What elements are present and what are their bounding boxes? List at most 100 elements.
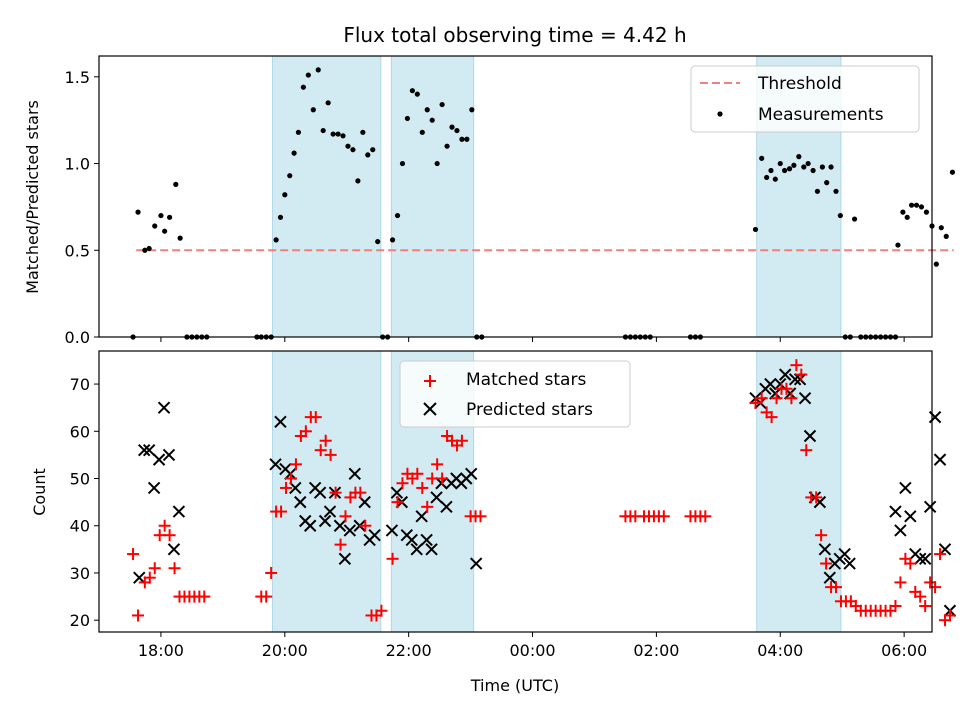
predicted-star-marker xyxy=(465,467,478,480)
measurement-point xyxy=(325,100,331,106)
predicted-star-marker xyxy=(793,373,807,386)
predicted-star-marker xyxy=(294,495,307,509)
measurement-point xyxy=(365,152,371,158)
matched-star-marker xyxy=(820,557,833,570)
measurement-point xyxy=(796,154,802,160)
measurement-point xyxy=(424,107,430,113)
predicted-star-marker xyxy=(798,392,812,405)
y-tick-label: 70 xyxy=(70,375,90,394)
predicted-star-marker xyxy=(764,377,777,391)
predicted-star-marker xyxy=(390,486,404,499)
predicted-star-marker xyxy=(269,458,282,471)
predicted-star-marker xyxy=(788,373,802,386)
measurement-point xyxy=(273,237,279,243)
matched-star-marker xyxy=(132,609,145,622)
matched-star-marker xyxy=(436,472,449,485)
matched-star-marker xyxy=(314,444,327,457)
matched-star-marker xyxy=(391,496,404,509)
predicted-star-marker xyxy=(147,481,161,495)
y-tick-label: 1.0 xyxy=(65,155,90,174)
measurement-point xyxy=(409,88,415,94)
matched-star-marker xyxy=(260,590,273,603)
measurement-point xyxy=(900,209,906,215)
predicted-star-marker xyxy=(469,557,483,570)
measurement-point xyxy=(791,162,797,168)
matched-star-marker xyxy=(830,581,843,594)
measurement-point xyxy=(938,225,944,231)
matched-star-marker xyxy=(329,486,342,499)
matched-star-marker xyxy=(904,557,917,570)
matched-star-marker xyxy=(375,604,388,617)
measurement-point xyxy=(781,167,788,174)
predicted-star-marker xyxy=(133,571,146,584)
measurement-point xyxy=(300,84,306,90)
predicted-star-marker xyxy=(405,533,418,547)
bottom-legend: Matched stars Predicted stars xyxy=(399,360,631,428)
matched-star-marker xyxy=(889,600,902,613)
predicted-star-marker xyxy=(323,505,337,518)
measurement-point xyxy=(375,238,381,245)
measurement-point xyxy=(146,245,152,252)
matched-star-marker xyxy=(339,510,352,523)
y-tick-label: 40 xyxy=(70,517,90,536)
top-series xyxy=(130,67,956,340)
matched-star-marker xyxy=(284,472,297,485)
measurement-point xyxy=(949,169,956,175)
top-legend-box xyxy=(690,65,920,133)
y-tick-label: 30 xyxy=(70,564,90,583)
legend-measurements: Measurements xyxy=(758,105,884,125)
measurement-point xyxy=(310,107,316,113)
measurement-point xyxy=(439,101,445,108)
measurement-point xyxy=(933,261,939,267)
bottom-legend-box xyxy=(399,360,631,428)
measurement-point xyxy=(404,115,411,122)
top-legend: Threshold Measurements xyxy=(690,65,920,133)
matched-star-marker xyxy=(785,392,798,405)
measurement-point xyxy=(142,247,148,253)
bottom-ylabel: Count xyxy=(30,468,49,516)
measurement-point xyxy=(923,209,930,215)
observing-interval xyxy=(271,55,382,338)
matched-star-marker xyxy=(299,425,312,438)
observing-interval xyxy=(271,350,382,633)
measurement-point xyxy=(819,164,825,170)
predicted-star-marker xyxy=(838,547,851,561)
predicted-legend-marker xyxy=(423,402,437,416)
measurement-point xyxy=(434,160,440,167)
y-tick-label: 0.5 xyxy=(65,241,90,260)
measurement-point xyxy=(777,160,783,167)
measurements-legend-marker xyxy=(717,111,723,117)
bottom-series xyxy=(127,359,957,627)
matched-star-marker xyxy=(919,600,932,613)
matched-star-marker xyxy=(943,609,956,622)
measurement-point xyxy=(824,180,830,186)
measurement-point xyxy=(772,176,778,182)
matched-star-marker xyxy=(934,548,947,561)
measurement-point xyxy=(904,214,910,220)
matched-star-marker xyxy=(421,500,434,513)
measurement-point xyxy=(152,223,158,229)
measurement-point xyxy=(801,164,807,170)
predicted-star-marker xyxy=(303,519,317,532)
matched-star-marker xyxy=(168,562,181,575)
y-tick-label: 50 xyxy=(70,470,90,489)
predicted-star-marker xyxy=(333,519,347,532)
matched-star-marker xyxy=(699,510,712,523)
measurement-point xyxy=(464,136,470,142)
measurement-point xyxy=(895,242,901,248)
predicted-star-marker xyxy=(430,491,443,504)
y-tick-label: 60 xyxy=(70,422,90,441)
observing-interval xyxy=(390,55,475,338)
top-axes-frame xyxy=(98,55,933,338)
matched-star-marker xyxy=(158,519,171,532)
matched-star-marker xyxy=(455,434,468,447)
predicted-star-marker xyxy=(440,500,453,514)
x-tick-label: 04:00 xyxy=(757,641,803,660)
predicted-star-marker xyxy=(385,524,399,537)
x-tick-label: 22:00 xyxy=(386,641,432,660)
matched-legend-marker xyxy=(424,375,436,387)
measurement-point xyxy=(759,155,765,161)
predicted-star-marker xyxy=(142,443,156,457)
matched-star-marker xyxy=(289,458,302,471)
matched-star-marker xyxy=(474,510,487,523)
